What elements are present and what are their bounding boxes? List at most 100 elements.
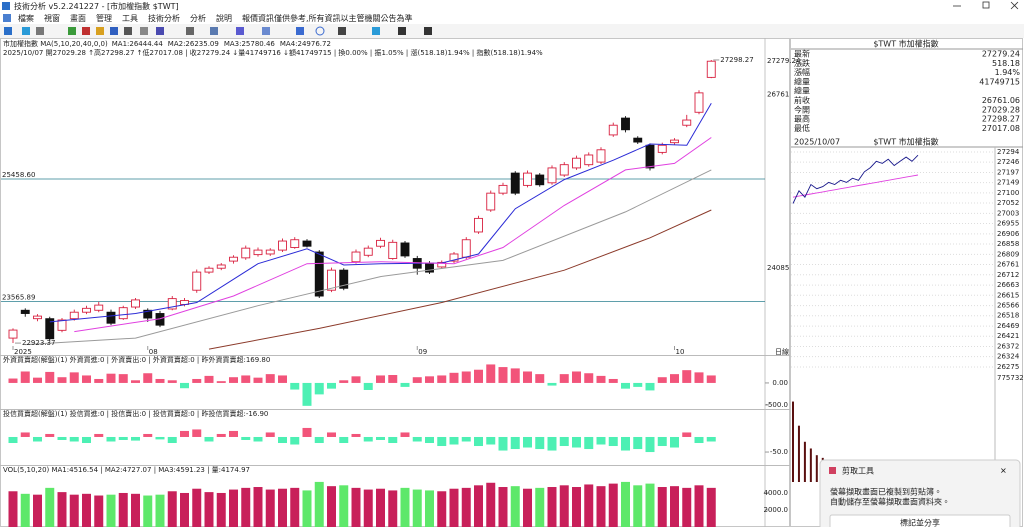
- panel-bar: [131, 380, 140, 383]
- y-tick-label: 26518: [997, 312, 1019, 320]
- menu-item[interactable]: 工具: [122, 14, 138, 23]
- candle-body: [241, 247, 251, 259]
- tool-icon[interactable]: [156, 27, 164, 35]
- candle-body: [633, 137, 643, 143]
- panel-bar: [180, 430, 189, 437]
- panel-bar: [69, 436, 79, 442]
- tool-icon[interactable]: [186, 27, 194, 35]
- panel-bar: [547, 436, 557, 451]
- candle-body: [376, 239, 385, 247]
- panel-bar: [339, 380, 349, 383]
- panel-bar: [706, 375, 716, 383]
- panel-bar: [474, 369, 483, 383]
- menu-item[interactable]: 報價資訊僅供參考,所有資訊以主管機關公告為準: [242, 13, 413, 23]
- y-tick-label: 0.00: [772, 379, 788, 387]
- panel-bar: [645, 483, 655, 527]
- panel-bar: [155, 436, 165, 440]
- toast-button[interactable]: [829, 514, 1011, 527]
- candle-body: [621, 117, 630, 131]
- menu-icon: [3, 14, 11, 22]
- toast-close[interactable]: ✕: [1000, 467, 1007, 476]
- panel-bar: [682, 432, 692, 437]
- menu-item[interactable]: 技術分析: [148, 13, 180, 23]
- panel-bar: [265, 374, 275, 383]
- y-tick-label: 27197: [997, 168, 1019, 176]
- quote-value: 27279.24: [982, 50, 1020, 59]
- candle-body: [106, 311, 116, 324]
- toast-button-label[interactable]: 標記並分享: [900, 518, 940, 527]
- tool-icon[interactable]: [296, 27, 304, 35]
- panel-bar: [278, 375, 287, 383]
- y-tick-label: 26906: [997, 230, 1020, 238]
- panel-bar: [351, 376, 361, 383]
- panel-bar: [670, 436, 679, 448]
- quote-label: 最新: [794, 49, 810, 59]
- close-button[interactable]: [1010, 1, 1019, 10]
- panel-bar: [302, 490, 312, 527]
- panel-bar: [143, 433, 153, 437]
- candle-body: [339, 269, 349, 289]
- panel-bar: [608, 436, 618, 447]
- menu-item[interactable]: 畫面: [70, 13, 86, 23]
- tool-icon[interactable]: [4, 27, 12, 35]
- y-tick-label: 26615: [997, 291, 1019, 299]
- candle-body: [584, 154, 594, 166]
- menu-item[interactable]: 分析: [190, 13, 206, 23]
- panel-bar: [621, 382, 630, 389]
- panel-bar: [241, 436, 251, 440]
- tool-icon[interactable]: [210, 27, 218, 35]
- tool-icon[interactable]: [22, 27, 30, 35]
- tool-icon[interactable]: [96, 27, 104, 35]
- tool-icon[interactable]: [36, 27, 44, 35]
- menu-item[interactable]: 視窗: [44, 13, 60, 23]
- tool-icon[interactable]: [338, 27, 346, 35]
- tool-icon[interactable]: [82, 27, 90, 35]
- panel-bar: [682, 370, 692, 383]
- panel-bar: [327, 382, 336, 389]
- tool-icon[interactable]: [140, 27, 148, 35]
- candle-body: [657, 144, 667, 153]
- ma-legend: MA1:26444.44: [112, 40, 164, 48]
- ma-legend: MA3:25780.46: [224, 40, 276, 48]
- panel-bar: [437, 436, 447, 447]
- y-tick-label: 27052: [997, 199, 1019, 207]
- panel-bar: [204, 436, 214, 442]
- candle-body: [290, 239, 300, 248]
- candle-body: [388, 241, 398, 259]
- tool-icon[interactable]: [124, 27, 132, 35]
- tool-icon[interactable]: [372, 27, 380, 35]
- tool-icon[interactable]: [110, 27, 118, 35]
- menu-item[interactable]: 管理: [96, 13, 112, 23]
- panel-bar: [302, 382, 312, 406]
- tool-icon[interactable]: [68, 27, 76, 35]
- tool-icon[interactable]: [315, 26, 325, 36]
- tool-icon[interactable]: [398, 27, 406, 35]
- panel-bar: [400, 487, 410, 527]
- panel-bar: [45, 433, 55, 437]
- panel-bar: [94, 495, 104, 527]
- panel-bar: [155, 494, 165, 527]
- y-tick-label: 26761: [997, 260, 1019, 268]
- menu-item[interactable]: 檔案: [18, 13, 34, 23]
- maximize-button[interactable]: [982, 1, 990, 9]
- candle-body: [327, 269, 336, 291]
- y-tick-label: 2000.0: [764, 506, 789, 514]
- window-controls[interactable]: [953, 1, 1019, 10]
- price-axis-label: 24085: [767, 264, 789, 272]
- panel-bar: [584, 484, 594, 527]
- intraday-name: $TWT 市加權指數: [873, 137, 938, 147]
- tool-icon[interactable]: [236, 27, 244, 35]
- panel-bar: [498, 487, 508, 527]
- quote-label: 今開: [794, 104, 810, 114]
- candle-body: [8, 329, 18, 339]
- tool-icon[interactable]: [424, 27, 432, 35]
- panel-bar: [351, 433, 361, 437]
- y-tick-label: 26809: [997, 250, 1019, 258]
- panel-bar: [449, 488, 459, 527]
- menu-item[interactable]: 說明: [216, 13, 232, 23]
- panel-bar: [596, 486, 606, 527]
- panel-bar: [547, 382, 557, 386]
- tool-icon[interactable]: [262, 27, 270, 35]
- panel-bar: [474, 485, 483, 527]
